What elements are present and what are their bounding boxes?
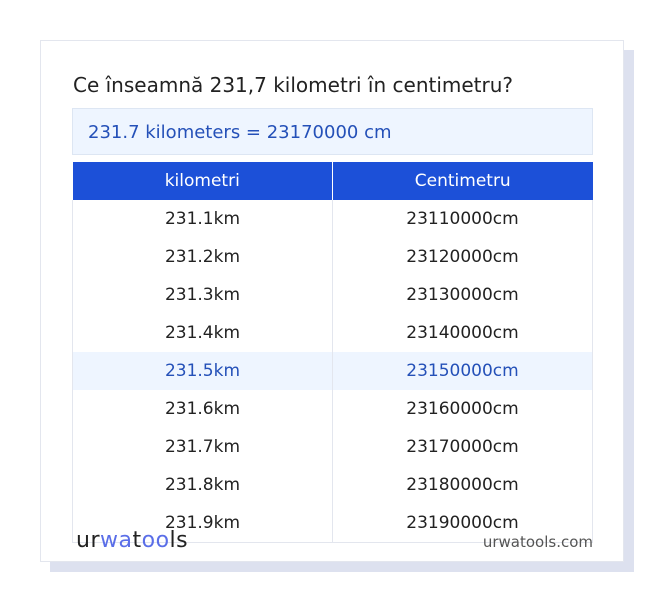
table-row: 231.5km 23150000cm [72, 352, 593, 390]
kilometri-cell: 231.4km [72, 314, 333, 352]
table-row: 231.6km 23160000cm [72, 390, 593, 428]
centimetru-cell: 23190000cm [332, 504, 593, 543]
kilometri-cell: 231.3km [72, 276, 333, 314]
table-row: 231.2km 23120000cm [72, 238, 593, 276]
centimetru-cell: 23160000cm [332, 390, 593, 428]
logo-text: wa [100, 528, 133, 553]
centimetru-cell: 23120000cm [332, 238, 593, 276]
logo-text: oo [141, 528, 170, 553]
centimetru-cell: 23110000cm [332, 200, 593, 238]
result-box: 231.7 kilometers = 23170000 cm [72, 108, 593, 155]
table-row: 231.4km 23140000cm [72, 314, 593, 352]
centimetru-cell: 23180000cm [332, 466, 593, 504]
table-row: 231.7km 23170000cm [72, 428, 593, 466]
column-header-kilometri: kilometri [72, 162, 333, 200]
kilometri-cell: 231.9km [72, 504, 333, 543]
logo-text: t [132, 528, 142, 553]
centimetru-cell: 23170000cm [332, 428, 593, 466]
centimetru-cell: 23150000cm [332, 352, 593, 390]
conversion-table: kilometri Centimetru 231.1km 23110000cm 23… [72, 162, 593, 543]
table-row: 231.1km 23110000cm [72, 200, 593, 238]
kilometri-cell: 231.5km [72, 352, 333, 390]
centimetru-cell: 23140000cm [332, 314, 593, 352]
kilometri-cell: 231.6km [72, 390, 333, 428]
kilometri-cell: 231.8km [72, 466, 333, 504]
kilometri-cell: 231.1km [72, 200, 333, 238]
urwatools-logo[interactable]: urwatools [76, 528, 188, 553]
converter-card: Ce înseamnă 231,7 kilometri în centimetr… [40, 40, 624, 562]
table-row: 231.8km 23180000cm [72, 466, 593, 504]
centimetru-cell: 23130000cm [332, 276, 593, 314]
kilometri-cell: 231.2km [72, 238, 333, 276]
kilometri-cell: 231.7km [72, 428, 333, 466]
site-url[interactable]: urwatools.com [482, 533, 593, 551]
page-title: Ce înseamnă 231,7 kilometri în centimetr… [73, 73, 514, 97]
table-row: 231.3km 23130000cm [72, 276, 593, 314]
logo-text: ls [169, 528, 189, 553]
logo-text: ur [76, 528, 100, 553]
column-header-centimetru: Centimetru [332, 162, 593, 200]
table-row: 231.9km 23190000cm [72, 504, 593, 543]
